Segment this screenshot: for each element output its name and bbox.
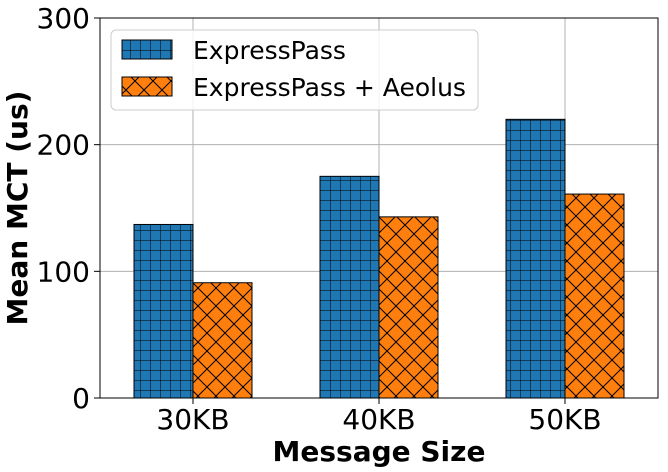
x-tick-label: 50KB <box>528 403 601 436</box>
legend-label-expresspass-aeolus: ExpressPass + Aeolus <box>193 73 466 102</box>
bar-expresspass-40kb <box>319 175 380 399</box>
bar-expresspass-aeolus-40kb <box>378 216 439 399</box>
x-tick-label: 40KB <box>342 403 415 436</box>
bar-expresspass-aeolus-50kb <box>564 193 625 399</box>
x-axis-label: Message Size <box>273 435 486 468</box>
bar-expresspass-30kb <box>133 223 194 399</box>
legend-swatch-expresspass-aeolus <box>121 76 173 97</box>
legend-swatch-expresspass <box>121 39 173 60</box>
x-tick-label: 30KB <box>156 403 229 436</box>
legend-label-expresspass: ExpressPass <box>193 36 346 65</box>
bar-expresspass-aeolus-30kb <box>192 282 253 399</box>
y-tick-label: 0 <box>72 382 90 415</box>
bar-expresspass-50kb <box>505 118 566 399</box>
axis-ticks: 0 100 200 300 30KB 40KB 50KB <box>37 2 602 436</box>
y-tick-label: 200 <box>37 129 90 162</box>
legend: ExpressPass ExpressPass + Aeolus <box>110 29 479 111</box>
bars <box>133 118 625 399</box>
y-axis-label: Mean MCT (us) <box>1 91 34 326</box>
legend-box <box>110 29 479 111</box>
y-tick-label: 300 <box>37 2 90 35</box>
y-tick-label: 100 <box>37 255 90 288</box>
